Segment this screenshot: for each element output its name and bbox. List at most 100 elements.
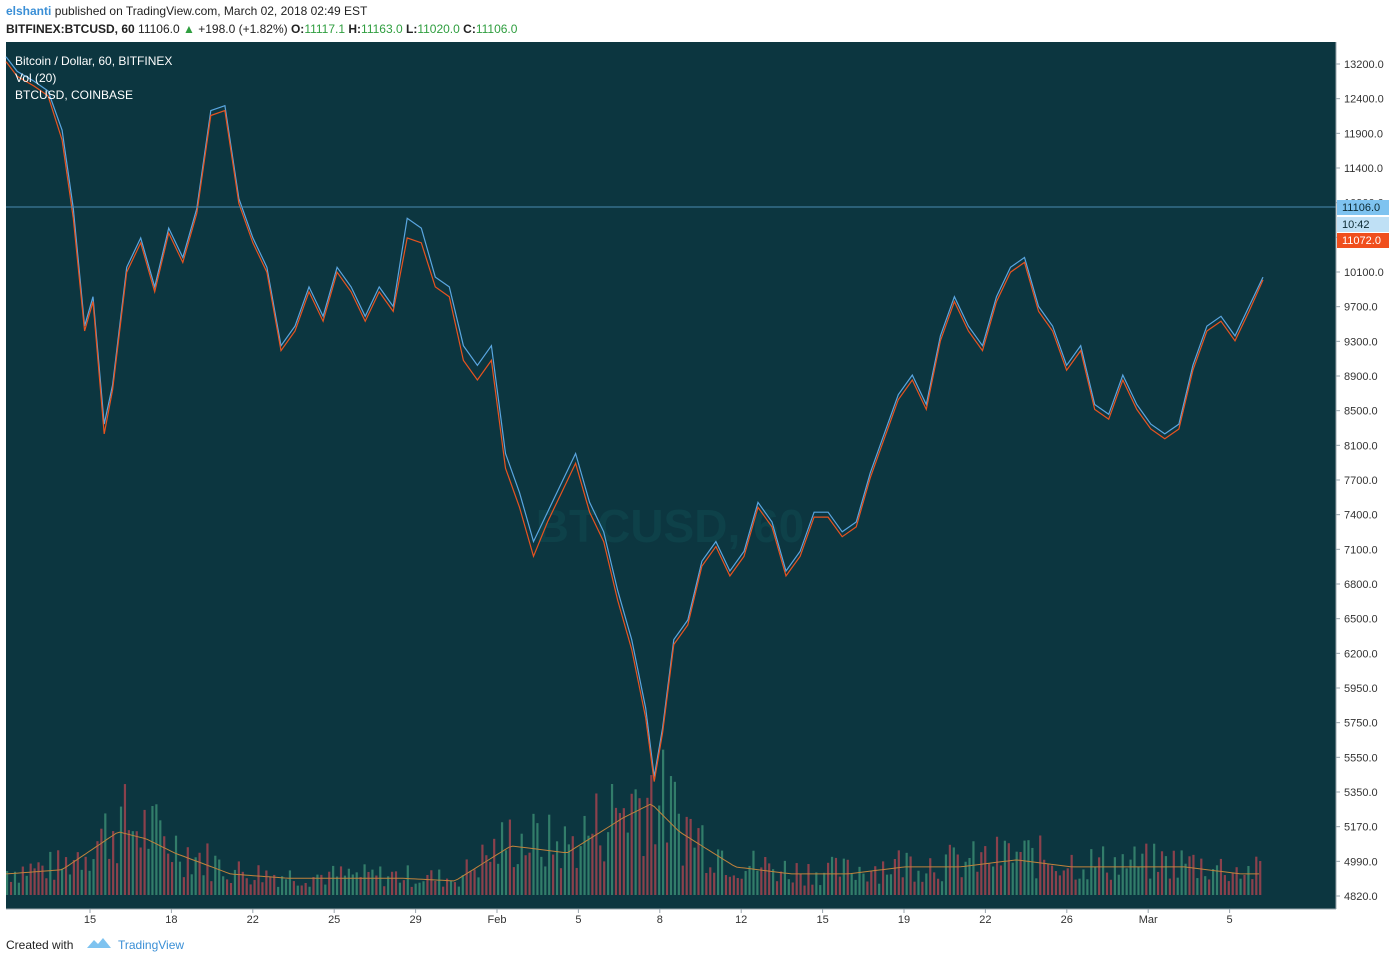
volume-bar <box>1172 850 1175 895</box>
last-price: 11106.0 <box>138 22 180 36</box>
plot-area[interactable] <box>6 42 1336 909</box>
volume-bar <box>1176 877 1179 895</box>
volume-bar <box>595 793 598 895</box>
volume-bar <box>453 882 457 895</box>
volume-bar <box>457 886 460 895</box>
volume-bar <box>685 816 688 895</box>
volume-bar <box>787 879 790 895</box>
y-tick-label: 4820.0 <box>1344 891 1378 903</box>
time-axis[interactable] <box>6 909 1336 928</box>
volume-bar <box>284 879 288 895</box>
volume-bar <box>988 863 991 895</box>
price-tag <box>1337 217 1389 232</box>
volume-bar <box>658 805 661 895</box>
volume-bar <box>406 865 409 895</box>
volume-bar <box>504 850 508 895</box>
volume-bar <box>1050 865 1054 895</box>
volume-bar <box>402 880 405 895</box>
volume-bar <box>677 813 680 895</box>
volume-bar <box>375 875 378 895</box>
volume-bar <box>819 885 822 895</box>
volume-bar <box>720 850 724 895</box>
tradingview-logo-icon[interactable] <box>86 935 112 951</box>
tradingview-brand[interactable]: TradingView <box>118 938 185 952</box>
volume-bar <box>1196 878 1199 895</box>
x-tick-label: 18 <box>165 914 177 926</box>
volume-bar <box>147 848 150 895</box>
volume-bar <box>170 862 174 895</box>
volume-bar <box>1109 879 1113 895</box>
volume-bar <box>1054 871 1058 895</box>
y-tick-label: 8500.0 <box>1344 406 1378 418</box>
volume-bar <box>371 869 374 895</box>
volume-bar <box>1219 858 1223 895</box>
volume-bar <box>210 881 213 895</box>
close-value: 11106.0 <box>475 22 518 36</box>
volume-bar <box>980 852 983 895</box>
volume-bar <box>477 877 480 895</box>
high-label: H: <box>348 22 362 36</box>
volume-bar <box>862 873 865 895</box>
price-chart[interactable]: BTCUSD, 60 13200.0 12400.0 11900.0 11400.0 1… <box>0 42 1395 928</box>
volume-bar <box>485 855 488 895</box>
volume-bar <box>461 875 464 895</box>
publish-text: published on TradingView.com, March 02, … <box>51 4 368 18</box>
volume-bar <box>135 831 138 895</box>
volume-bar <box>316 874 319 895</box>
volume-bar <box>273 874 276 895</box>
watermark: BTCUSD, 60 <box>536 500 804 552</box>
low-value: 11020.0 <box>417 22 460 36</box>
volume-bar <box>1027 840 1030 895</box>
volume-bar <box>591 833 594 895</box>
price-tag <box>1337 200 1389 215</box>
volume-bar <box>1208 879 1211 895</box>
price-lines <box>5 56 1264 782</box>
volume-bar <box>524 855 527 895</box>
legend-compare[interactable]: BTCUSD, COINBASE <box>15 88 133 102</box>
volume-bar <box>465 859 468 895</box>
volume-bar <box>552 854 555 895</box>
volume-bar <box>921 881 924 895</box>
volume-bar <box>878 883 881 895</box>
volume-bar <box>414 883 417 895</box>
y-tick-label: 13200.0 <box>1344 59 1384 71</box>
price-axis[interactable] <box>1336 42 1395 928</box>
volume-bar <box>229 883 233 895</box>
volume-bar <box>37 862 40 895</box>
volume-bar <box>119 806 123 895</box>
volume-bar <box>96 841 99 895</box>
price-tags: 11106.0 10:42 11072.0 <box>1337 200 1389 248</box>
price-tag-label: 11106.0 <box>1342 202 1380 214</box>
volume-bar <box>1105 872 1109 895</box>
volume-bar <box>587 835 590 895</box>
volume-bar <box>603 861 606 895</box>
volume-bar <box>422 881 425 895</box>
volume-bar <box>445 878 449 895</box>
volume-bar <box>1231 872 1234 895</box>
volume-bar <box>1066 868 1069 895</box>
volume-bar <box>1121 854 1124 895</box>
x-tick-label: 22 <box>979 914 991 926</box>
volume-bar <box>933 872 936 895</box>
volume-bar <box>143 809 146 895</box>
volume-bar <box>265 870 268 895</box>
volume-bar <box>363 864 366 895</box>
volume-bar <box>999 865 1003 895</box>
volume-bar <box>858 866 861 895</box>
volume-bar <box>1227 881 1230 895</box>
y-tick-label: 4990.0 <box>1344 856 1378 868</box>
author-link[interactable]: elshanti <box>6 4 52 18</box>
volume-bar <box>1141 853 1144 895</box>
volume-bar <box>736 878 739 895</box>
volume-bar <box>634 789 637 895</box>
volume-bar <box>17 882 20 895</box>
volume-bar <box>1192 854 1195 895</box>
volume-bar <box>850 873 853 895</box>
legend-main[interactable]: Bitcoin / Dollar, 60, BITFINEX <box>15 54 172 68</box>
volume-bar <box>618 813 622 895</box>
volume-bar <box>1031 847 1034 895</box>
volume-bar <box>13 871 17 895</box>
legend-vol[interactable]: Vol (20) <box>15 71 56 85</box>
volume-bar <box>882 861 885 895</box>
volume-bar <box>764 857 767 895</box>
